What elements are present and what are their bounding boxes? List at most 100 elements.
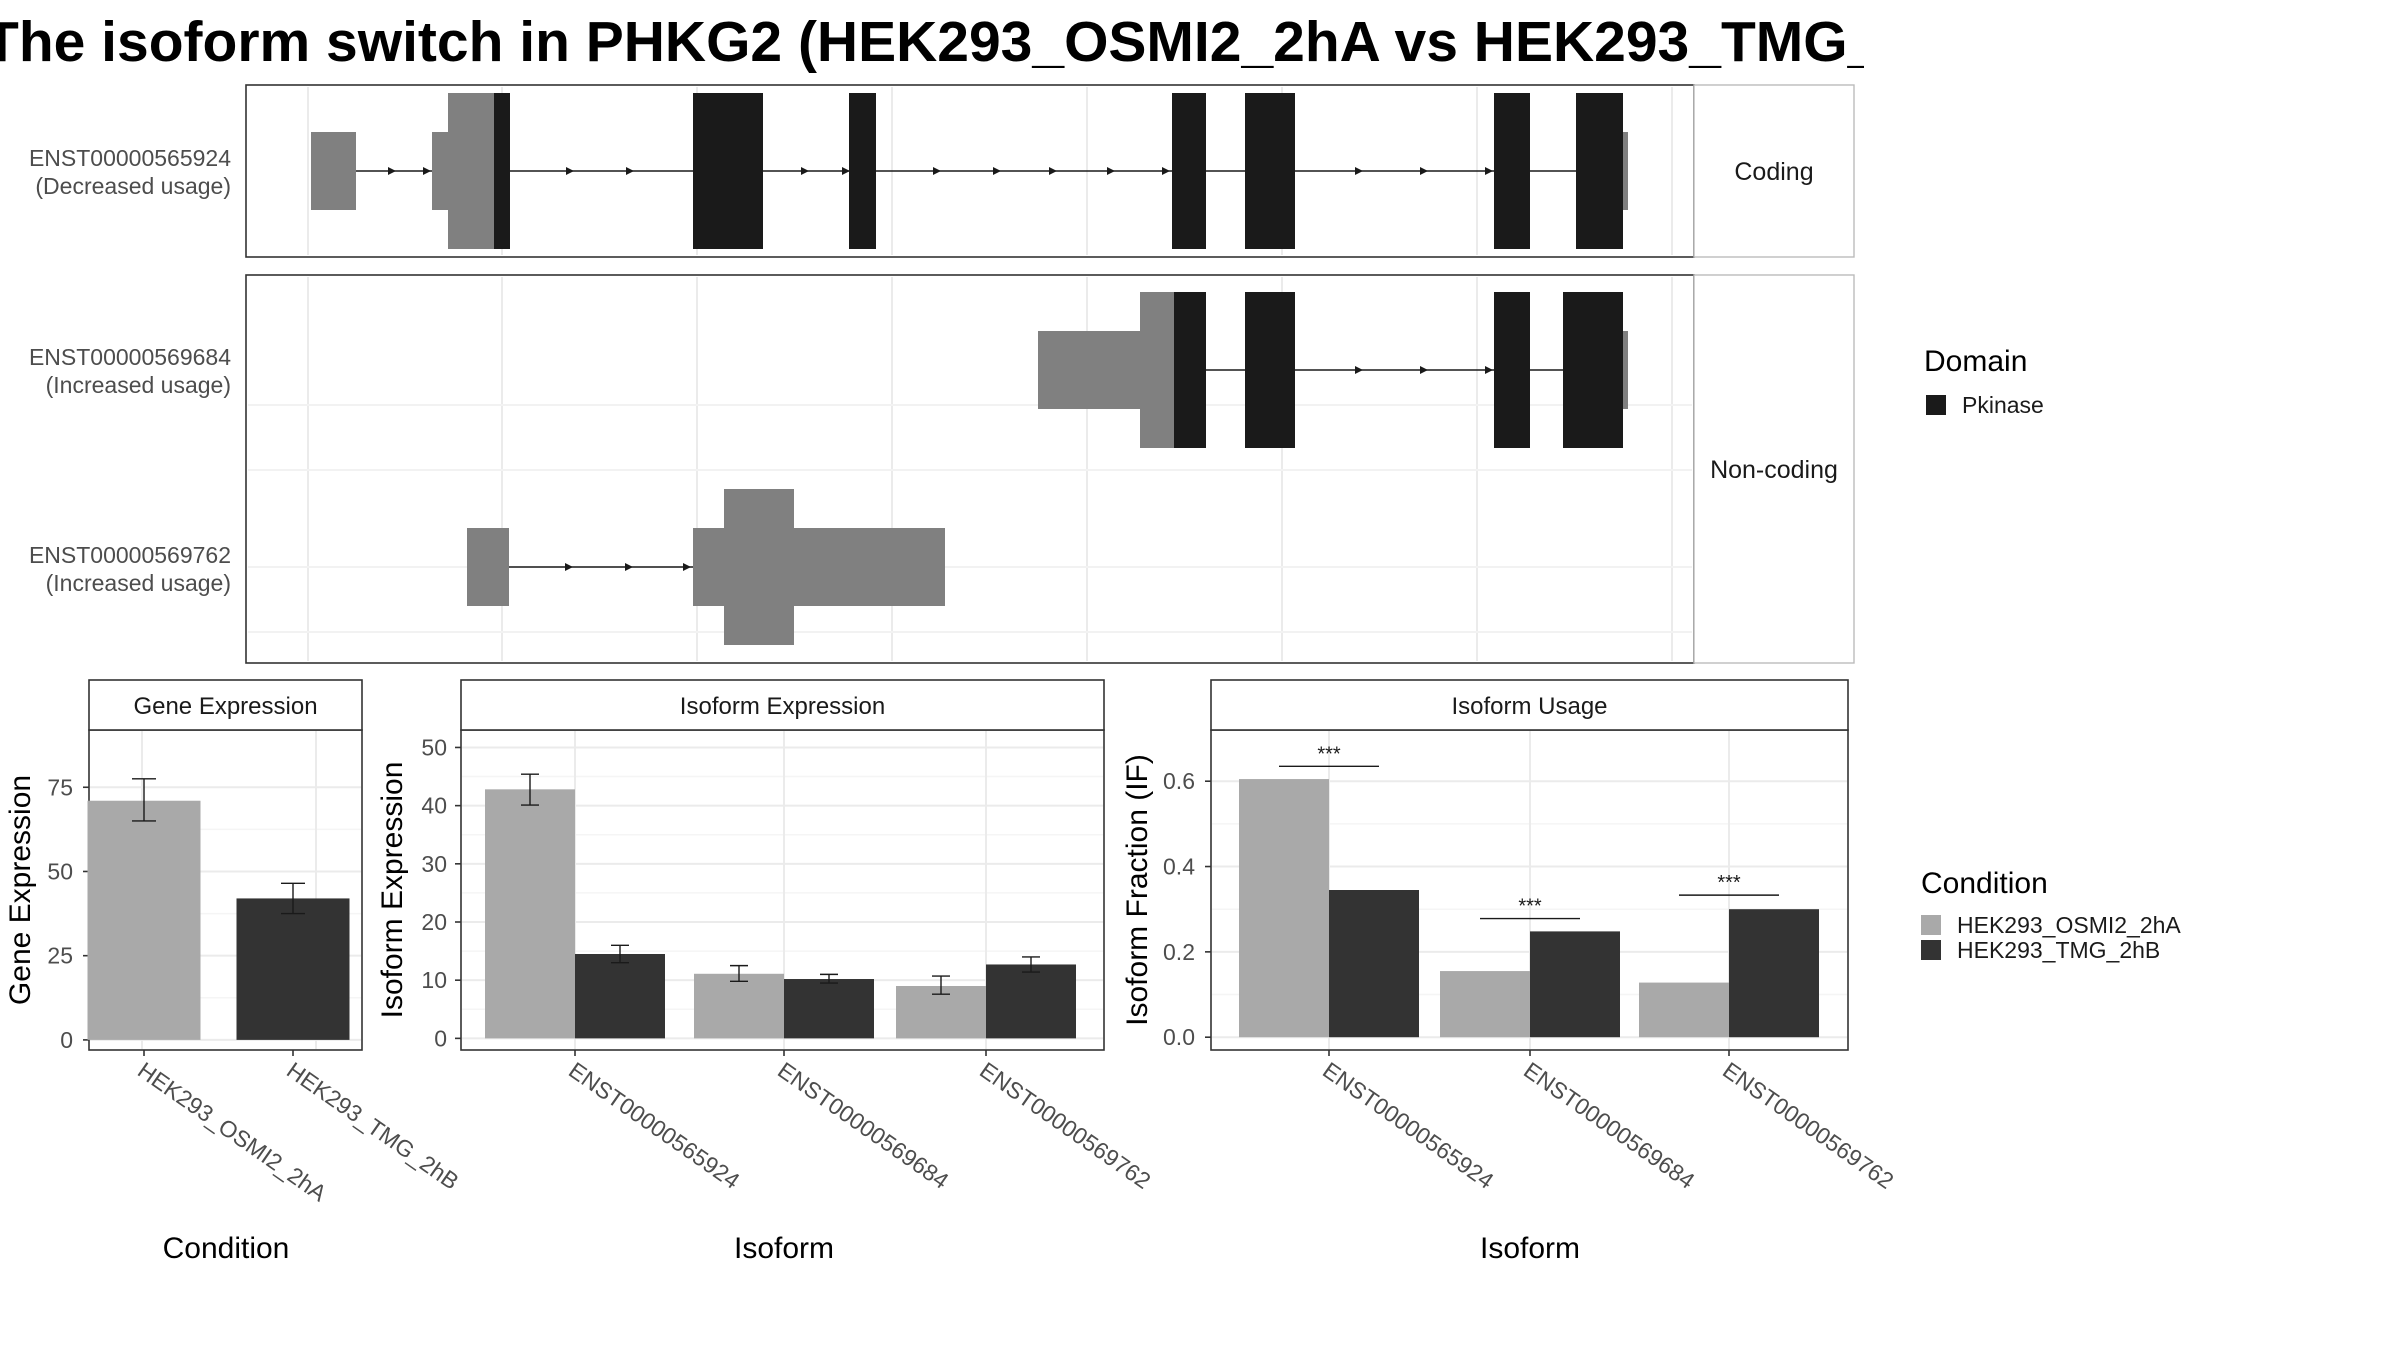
- bar: [1639, 982, 1729, 1038]
- x-tick-label: ENST00000569762: [1718, 1057, 1898, 1194]
- transcript-usage: (Increased usage): [46, 570, 231, 596]
- x-axis-title: Condition: [163, 1232, 290, 1265]
- utr-exon: [432, 132, 450, 210]
- domain-legend-label: Pkinase: [1962, 392, 2044, 418]
- pkinase-exon: [1576, 93, 1623, 249]
- direction-arrow: [801, 167, 809, 175]
- y-axis-title: Isoform Expression: [376, 762, 409, 1019]
- y-tick-label: 50: [421, 734, 447, 760]
- strip-noncoding: [1693, 274, 1855, 664]
- bar: [1729, 909, 1819, 1038]
- pkinase-exon: [1245, 292, 1295, 448]
- pkinase-exon: [849, 93, 876, 249]
- bar: [1239, 779, 1329, 1038]
- error-bar: [281, 882, 305, 915]
- y-tick-label: 0: [60, 1027, 73, 1053]
- y-tick-label: 20: [421, 909, 447, 935]
- y-tick-label: 30: [421, 851, 447, 877]
- facet-label-noncoding: Non-coding: [1710, 456, 1838, 484]
- pkinase-exon: [494, 93, 510, 249]
- x-tick-label: ENST00000569762: [975, 1057, 1155, 1194]
- y-tick-label: 0: [434, 1025, 447, 1051]
- x-tick-label: ENST00000565924: [564, 1057, 745, 1194]
- bar: [87, 800, 201, 1040]
- direction-arrow: [1485, 366, 1493, 374]
- legend-swatch-a: [1921, 915, 1941, 935]
- utr-exon: [724, 489, 794, 645]
- direction-arrow: [1049, 167, 1057, 175]
- domain-legend-title: Domain: [1924, 345, 2027, 378]
- pkinase-exon: [1245, 93, 1295, 249]
- bar: [986, 964, 1076, 1039]
- significance-label: ***: [1317, 743, 1341, 765]
- direction-arrow: [993, 167, 1001, 175]
- transcript-id: ENST00000565924: [29, 145, 231, 171]
- facet-label-coding: Coding: [1734, 158, 1813, 186]
- panel-strip: [460, 679, 1105, 731]
- legend-label-b: HEK293_TMG_2hB: [1957, 937, 2160, 963]
- pkinase-exon: [1494, 93, 1530, 249]
- y-tick-label: 10: [421, 967, 447, 993]
- x-tick-label: ENST00000569684: [773, 1057, 954, 1194]
- error-bar: [820, 973, 838, 984]
- bar-panels: Gene Expression0255075HEK293_OSMI2_2hAHE…: [4, 679, 1899, 1265]
- direction-arrow: [1420, 167, 1428, 175]
- y-tick-label: 25: [47, 943, 73, 969]
- x-axis-title: Isoform: [734, 1232, 834, 1265]
- pkinase-exon: [1174, 292, 1206, 448]
- utr-exon: [311, 132, 356, 210]
- y-tick-label: 0.4: [1163, 854, 1195, 880]
- legend-label-a: HEK293_OSMI2_2hA: [1957, 912, 2181, 938]
- x-tick-label: ENST00000569684: [1519, 1057, 1700, 1194]
- condition-legend: Condition HEK293_OSMI2_2hA HEK293_TMG_2h…: [1921, 867, 2181, 963]
- panel-strip: [1210, 679, 1849, 731]
- bar: [236, 898, 350, 1040]
- error-bar: [730, 964, 748, 983]
- transcript-structure: Coding Non-coding ENST00000565924 (Decre…: [29, 84, 2044, 664]
- bar: [575, 954, 665, 1039]
- y-tick-label: 50: [47, 858, 73, 884]
- direction-arrow: [683, 563, 691, 571]
- structure-shapes: [311, 93, 1628, 645]
- utr-exon: [1623, 132, 1628, 210]
- utr-exon: [448, 93, 495, 249]
- utr-exon: [1623, 331, 1628, 409]
- y-tick-label: 0.0: [1163, 1024, 1195, 1050]
- error-bar: [932, 975, 950, 995]
- strip-coding: [1693, 84, 1855, 258]
- direction-arrow: [1162, 167, 1170, 175]
- direction-arrow: [842, 167, 850, 175]
- bar-panel: Isoform Usage 0.0 0.2 0.4 0.6 *** ENST00000565…: [1121, 679, 1899, 1265]
- error-bar: [132, 778, 156, 822]
- legend-swatch-b: [1921, 940, 1941, 960]
- direction-arrow: [1485, 167, 1493, 175]
- panel-title: Gene Expression: [133, 693, 317, 720]
- y-axis-title: Isoform Fraction (IF): [1121, 754, 1154, 1026]
- bar: [1440, 971, 1530, 1038]
- direction-arrow: [1355, 167, 1363, 175]
- transcript-id: ENST00000569762: [29, 542, 231, 568]
- utr-exon: [1038, 331, 1140, 409]
- utr-exon: [1140, 292, 1174, 448]
- direction-arrow: [565, 563, 573, 571]
- pkinase-exon: [1563, 292, 1623, 448]
- direction-arrow: [1420, 366, 1428, 374]
- direction-arrow: [566, 167, 574, 175]
- x-tick-label: ENST00000565924: [1318, 1057, 1499, 1194]
- direction-arrow: [423, 167, 431, 175]
- bar: [1329, 890, 1419, 1038]
- direction-arrow: [388, 167, 396, 175]
- y-tick-label: 0.6: [1163, 768, 1195, 794]
- error-bar: [611, 944, 629, 964]
- bar-panel: Isoform Expression 0 10 20 30 40 50 ENST0000056…: [376, 679, 1156, 1265]
- direction-arrow: [625, 563, 633, 571]
- direction-arrow: [626, 167, 634, 175]
- condition-legend-title: Condition: [1921, 867, 2048, 900]
- y-tick-label: 0.2: [1163, 939, 1195, 965]
- significance-label: ***: [1717, 872, 1741, 894]
- bar: [485, 789, 575, 1039]
- direction-arrow: [933, 167, 941, 175]
- error-bar: [521, 773, 539, 806]
- pkinase-exon: [1172, 93, 1206, 249]
- utr-exon: [467, 528, 509, 606]
